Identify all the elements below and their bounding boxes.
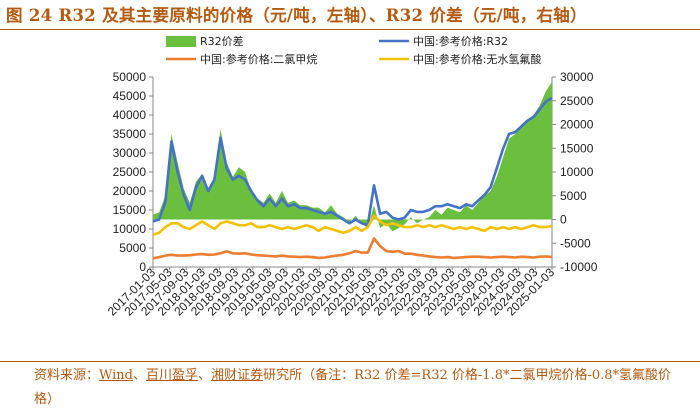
- source-note: 资料来源：Wind、百川盈孚、湘财证券研究所（备注：R32 价差=R32 价格-…: [34, 364, 674, 412]
- right-tick-label: 30000: [560, 70, 594, 84]
- right-tick-label: 0: [560, 213, 567, 227]
- right-tick-label: 15000: [560, 141, 594, 155]
- left-tick-label: 25000: [113, 165, 147, 179]
- left-tick-label: 5000: [119, 241, 146, 255]
- source-suffix: 研究所（备注：R32 价差=R32 价格-1.8*二氯甲烷价格-0.8*氢氟酸价…: [34, 368, 672, 407]
- source-org-xiangcai[interactable]: 湘财证券: [211, 368, 264, 383]
- series-line-dcm-price: [152, 237, 553, 260]
- legend-swatch: [166, 36, 196, 47]
- source-org-baichuan[interactable]: 百川盈孚: [146, 368, 199, 383]
- source-prefix: 资料来源：: [34, 368, 100, 383]
- legend-label: 中国:参考价格:R32: [413, 34, 508, 48]
- series-line-r32-price: [152, 96, 553, 227]
- right-tick-label: 20000: [560, 118, 594, 132]
- chart: R32价差 中国:参考价格:R32 中国:参考价格:二氯甲烷 中国:参考价格:无水氢氟…: [105, 34, 598, 319]
- left-tick-label: 20000: [113, 184, 147, 198]
- left-tick-label: 45000: [113, 89, 147, 103]
- legend: R32价差 中国:参考价格:R32 中国:参考价格:二氯甲烷 中国:参考价格:无水氢氟…: [166, 34, 541, 66]
- legend-item-hf: 中国:参考价格:无水氢氟酸: [379, 52, 541, 66]
- title-divider: [0, 29, 700, 30]
- right-tick-label: 10000: [560, 165, 594, 179]
- left-tick-label: 15000: [113, 203, 147, 217]
- series-area-spread: [153, 81, 552, 232]
- left-tick-label: 0: [139, 260, 146, 274]
- legend-item-r32: 中国:参考价格:R32: [379, 34, 508, 48]
- right-tick-label: 5000: [560, 189, 587, 203]
- left-tick-label: 35000: [113, 127, 147, 141]
- right-tick-label: -10000: [560, 260, 598, 274]
- left-tick-label: 50000: [113, 70, 147, 84]
- legend-item-dcm: 中国:参考价格:二氯甲烷: [166, 52, 317, 66]
- plot-area: [152, 81, 553, 260]
- series-line-hf-price: [152, 214, 553, 236]
- left-tick-label: 30000: [113, 146, 147, 160]
- right-tick-label: -5000: [560, 236, 591, 250]
- source-separator: 、: [198, 368, 212, 383]
- source-org-wind[interactable]: Wind: [99, 368, 134, 383]
- legend-label: 中国:参考价格:无水氢氟酸: [413, 52, 541, 66]
- source-divider: [0, 361, 700, 362]
- legend-item-spread: R32价差: [166, 34, 244, 48]
- legend-label: 中国:参考价格:二氯甲烷: [200, 52, 317, 66]
- axes: 0 5000 10000 15000 20000 25000 30000 35000 40000…: [105, 70, 598, 319]
- right-tick-label: 25000: [560, 94, 594, 108]
- chart-title: 图 24 R32 及其主要原料的价格（元/吨，左轴）、R32 价差（元/吨，右轴…: [6, 6, 587, 25]
- left-tick-label: 40000: [113, 108, 147, 122]
- source-separator: 、: [133, 368, 147, 383]
- legend-label: R32价差: [200, 34, 244, 48]
- left-tick-label: 10000: [113, 222, 147, 236]
